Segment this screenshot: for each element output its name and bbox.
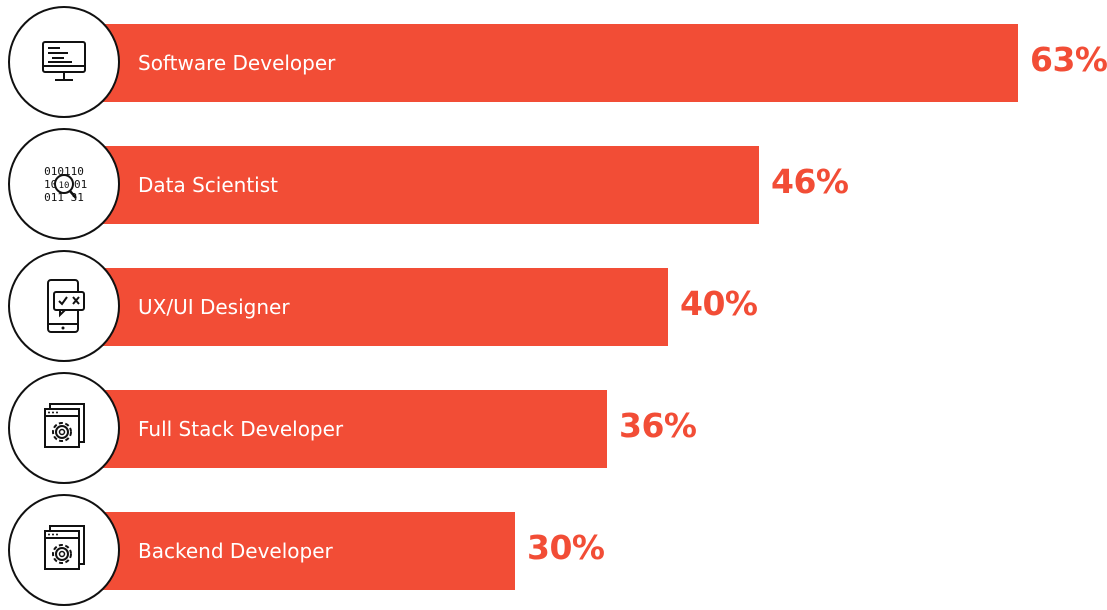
monitor-code-icon [8,6,120,118]
svg-text:010110: 010110 [44,165,84,178]
bar-value-label: 36% [619,406,697,445]
svg-text:01: 01 [74,178,87,191]
bar-value-label: 40% [680,284,758,323]
bar: Software Developer [58,24,1018,102]
bar: Full Stack Developer [58,390,607,468]
bar: Data Scientist [58,146,759,224]
bar-value-label: 30% [527,528,605,567]
bar-category-label: Software Developer [138,51,336,75]
bar: Backend Developer [58,512,515,590]
svg-text:10: 10 [59,181,70,191]
bar-category-label: Backend Developer [138,539,333,563]
bar-category-label: UX/UI Designer [138,295,290,319]
svg-text:10: 10 [44,178,57,191]
bar: UX/UI Designer [58,268,668,346]
bar-value-label: 63% [1030,40,1107,79]
settings-window-icon [8,372,120,484]
settings-window-icon [8,494,120,606]
bar-category-label: Full Stack Developer [138,417,344,441]
mobile-review-icon [8,250,120,362]
bar-category-label: Data Scientist [138,173,278,197]
binary-search-icon: 010110 10 01 011 31 10 [8,128,120,240]
bar-value-label: 46% [771,162,849,201]
